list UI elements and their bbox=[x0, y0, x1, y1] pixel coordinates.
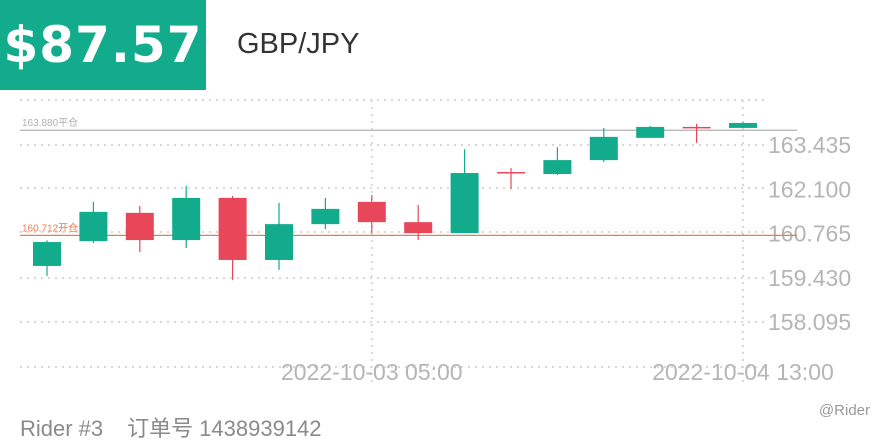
currency-pair: GBP/JPY bbox=[237, 28, 360, 60]
order-number: 1438939142 bbox=[199, 416, 322, 441]
candle-up bbox=[79, 211, 108, 242]
candle-down bbox=[125, 212, 154, 241]
candle-up bbox=[543, 160, 572, 175]
y-tick-label: 159.430 bbox=[768, 265, 851, 291]
x-tick-label: 2022-10-04 13:00 bbox=[652, 359, 834, 385]
y-tick-label: 158.095 bbox=[768, 309, 851, 335]
candle-down bbox=[682, 126, 711, 129]
candle-up bbox=[265, 224, 293, 260]
candle-up bbox=[636, 126, 665, 138]
y-tick-label: 163.435 bbox=[768, 132, 851, 158]
candle-up bbox=[729, 122, 757, 128]
x-tick-label: 2022-10-03 05:00 bbox=[281, 359, 463, 385]
candle-up bbox=[589, 136, 618, 161]
candle-down bbox=[404, 222, 433, 234]
candle-down bbox=[357, 201, 386, 223]
candle-up bbox=[172, 197, 201, 241]
candle-down bbox=[497, 172, 525, 174]
close-price-label: 163.880平仓 bbox=[22, 116, 78, 129]
open-price-label: 160.712开仓 bbox=[22, 221, 78, 234]
order-info: Rider #3 订单号 1438939142 bbox=[20, 411, 346, 443]
candle-up bbox=[311, 208, 340, 225]
y-tick-label: 160.765 bbox=[768, 221, 851, 247]
candle-down bbox=[218, 197, 247, 260]
rider-label: Rider #3 bbox=[20, 416, 104, 441]
order-label: 订单号 bbox=[127, 416, 194, 441]
watermark: @Rider bbox=[818, 402, 870, 419]
candlestick-chart: 2022-10-03 05:00 2022-10-04 13:00 163.435 1… bbox=[20, 99, 851, 385]
candle-up bbox=[33, 242, 61, 266]
price-badge: $87.57 bbox=[0, 0, 206, 90]
y-tick-label: 162.100 bbox=[768, 176, 851, 202]
candle-up bbox=[450, 173, 479, 234]
